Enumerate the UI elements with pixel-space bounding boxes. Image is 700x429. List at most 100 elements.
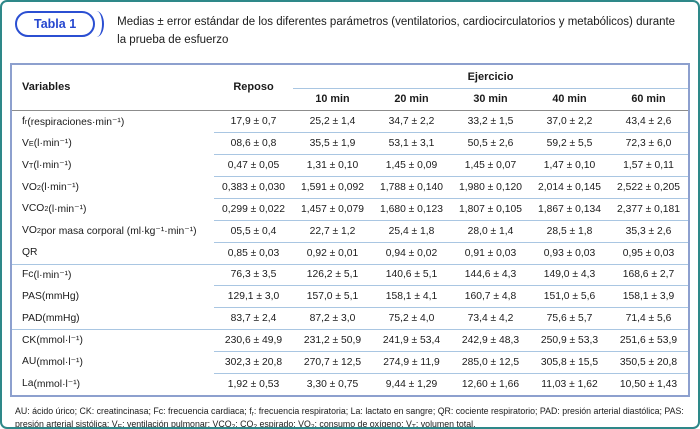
table-row: La (mmol·l⁻¹) 1,92 ± 0,53 3,30 ± 0,75 9,44 … [12, 372, 688, 395]
value-cell: 83,7 ± 2,4 [230, 313, 277, 325]
ejercicio-block: Ejercicio 10 min 20 min 30 min 40 min 60 min [293, 65, 688, 110]
table-row: PAD (mmHg) 83,7 ± 2,4 87,2 ± 3,0 75,2 ± 4,0… [12, 307, 688, 329]
value-cell: 37,0 ± 2,2 [546, 116, 593, 128]
value-cell: 1,457 ± 0,079 [301, 203, 364, 215]
value-cell: 1,47 ± 0,10 [543, 160, 596, 172]
value-cell: 11,03 ± 1,62 [541, 378, 598, 390]
value-cell: 17,9 ± 0,7 [230, 116, 277, 128]
value-cell: 0,299 ± 0,022 [222, 203, 285, 215]
footnote-segment: : consumo de oxígeno; V [314, 419, 412, 429]
value-cell: 08,6 ± 0,8 [230, 138, 277, 150]
footnote-segment: 2 [310, 423, 315, 429]
footnote-segment: espirado; VO [257, 419, 311, 429]
value-cell: 3,30 ± 0,75 [306, 378, 359, 390]
value-cell: 0,95 ± 0,03 [622, 247, 675, 259]
value-cell: 33,2 ± 1,5 [467, 116, 514, 128]
table-row: VO 2 por masa corporal (ml·kg⁻¹·min⁻¹) 05,… [12, 219, 688, 242]
table-header: Variables Reposo Ejercicio 10 min 20 min 3… [12, 65, 688, 111]
value-cell: 302,3 ± 20,8 [224, 356, 283, 368]
value-cell: 1,57 ± 0,11 [623, 160, 674, 172]
value-cell: 1,45 ± 0,09 [385, 160, 438, 172]
variable-label: VO 2 (l·min⁻¹) [22, 181, 79, 194]
row-values: 05,5 ± 0,4 22,7 ± 1,2 25,4 ± 1,8 28,0 ± 1,4… [214, 219, 688, 242]
row-values: 129,1 ± 3,0 157,0 ± 5,1 158,1 ± 4,1 160,7 ±… [214, 285, 688, 307]
minutes-row: 10 min 20 min 30 min 40 min 60 min [293, 89, 688, 110]
variable-label: PAD (mmHg) [22, 312, 80, 324]
value-cell: 242,9 ± 48,3 [461, 334, 520, 346]
value-cell: 0,383 ± 0,030 [222, 182, 285, 194]
value-cell: 1,591 ± 0,092 [301, 182, 364, 194]
variable-label: Fc (l·min⁻¹) [22, 269, 72, 281]
variable-label: VO 2 por masa corporal (ml·kg⁻¹·min⁻¹) [22, 225, 197, 237]
value-cell: 10,50 ± 1,43 [619, 378, 678, 390]
value-cell: 2,014 ± 0,145 [538, 182, 601, 194]
variable-label: AU (mmol·l⁻¹) [22, 356, 83, 368]
value-cell: 1,788 ± 0,140 [380, 182, 443, 194]
value-cell: 151,0 ± 5,6 [543, 291, 596, 303]
value-cell: 0,94 ± 0,02 [385, 247, 438, 259]
value-cell: 251,6 ± 53,9 [619, 334, 678, 346]
row-values: 0,85 ± 0,03 0,92 ± 0,01 0,94 ± 0,02 0,91 ± … [214, 241, 688, 264]
footnote-segment: : frecuencia respiratoria; La: lactato e… [15, 405, 684, 429]
col-header-minute: 20 min [394, 93, 429, 106]
value-cell: 53,1 ± 3,1 [388, 138, 435, 150]
table-row: VO 2 (l·min⁻¹) 0,383 ± 0,030 1,591 ± 0,092 1… [12, 176, 688, 198]
value-cell: 0,93 ± 0,03 [543, 247, 596, 259]
value-cell: 160,7 ± 4,8 [464, 291, 517, 303]
data-table: Variables Reposo Ejercicio 10 min 20 min 3… [10, 62, 690, 397]
table-caption: Medias ± error estándar de los diferente… [117, 11, 675, 50]
footnote-segment: T [411, 423, 416, 429]
value-cell: 43,4 ± 2,6 [625, 116, 672, 128]
value-cell: 305,8 ± 15,5 [540, 356, 599, 368]
value-cell: 241,9 ± 53,4 [382, 334, 441, 346]
value-cell: 87,2 ± 3,0 [309, 313, 356, 325]
footnote-segment: r [251, 410, 254, 418]
table-row: Fc (l·min⁻¹) 76,3 ± 3,5 126,2 ± 5,1 140,6 ±… [12, 263, 688, 286]
badge-tail-arc [89, 11, 105, 37]
value-cell: 0,47 ± 0,05 [227, 160, 280, 172]
table-row: QR 0,85 ± 0,03 0,92 ± 0,01 0,94 ± 0,02 0,91 … [12, 241, 688, 264]
row-values: 76,3 ± 3,5 126,2 ± 5,1 140,6 ± 5,1 144,6 ± … [214, 265, 688, 286]
col-header-reposo: Reposo [233, 81, 274, 94]
col-header-variables: Variables [22, 81, 71, 94]
value-cell: 158,1 ± 3,9 [622, 291, 675, 303]
col-header-ejercicio: Ejercicio [293, 65, 688, 89]
value-cell: 9,44 ± 1,29 [385, 378, 438, 390]
table-caption-row: Tabla 1 Medias ± error estándar de los d… [2, 2, 698, 50]
value-cell: 230,6 ± 49,9 [224, 334, 283, 346]
variable-label: PAS (mmHg) [22, 290, 80, 302]
value-cell: 129,1 ± 3,0 [227, 291, 280, 303]
value-cell: 71,4 ± 5,6 [625, 313, 672, 325]
value-cell: 05,5 ± 0,4 [230, 225, 277, 237]
table-row: CK (mmol·l⁻¹) 230,6 ± 49,9 231,2 ± 50,9 241… [12, 329, 688, 351]
variable-label: La (mmol·l⁻¹) [22, 378, 81, 390]
footnote-segment: : CO [235, 419, 254, 429]
footnote-segment: : volumen total. [415, 419, 476, 429]
row-values: 230,6 ± 49,9 231,2 ± 50,9 241,9 ± 53,4 242,… [214, 330, 688, 351]
value-cell: 35,5 ± 1,9 [309, 138, 356, 150]
value-cell: 231,2 ± 50,9 [303, 334, 362, 346]
value-cell: 50,5 ± 2,6 [467, 138, 514, 150]
value-cell: 1,92 ± 0,53 [227, 378, 280, 390]
value-cell: 73,4 ± 4,2 [467, 313, 514, 325]
value-cell: 274,9 ± 11,9 [383, 356, 440, 368]
value-cell: 35,3 ± 2,6 [625, 225, 672, 237]
value-cell: 0,91 ± 0,03 [464, 247, 517, 259]
variable-label: VCO 2 (l·min⁻¹) [22, 203, 87, 215]
value-cell: 28,0 ± 1,4 [467, 225, 514, 237]
value-cell: 59,2 ± 5,5 [546, 138, 593, 150]
value-cell: 2,377 ± 0,181 [617, 203, 680, 215]
value-cell: 25,4 ± 1,8 [388, 225, 435, 237]
value-cell: 270,7 ± 12,5 [303, 356, 362, 368]
caption-line-2: la prueba de esfuerzo [117, 33, 229, 46]
value-cell: 12,60 ± 1,66 [461, 378, 520, 390]
footnote-segment: : ventilación pulmonar; VCO [122, 419, 232, 429]
value-cell: 72,3 ± 6,0 [625, 138, 672, 150]
value-cell: 2,522 ± 0,205 [617, 182, 680, 194]
row-values: 302,3 ± 20,8 270,7 ± 12,5 274,9 ± 11,9 285,… [214, 350, 688, 373]
